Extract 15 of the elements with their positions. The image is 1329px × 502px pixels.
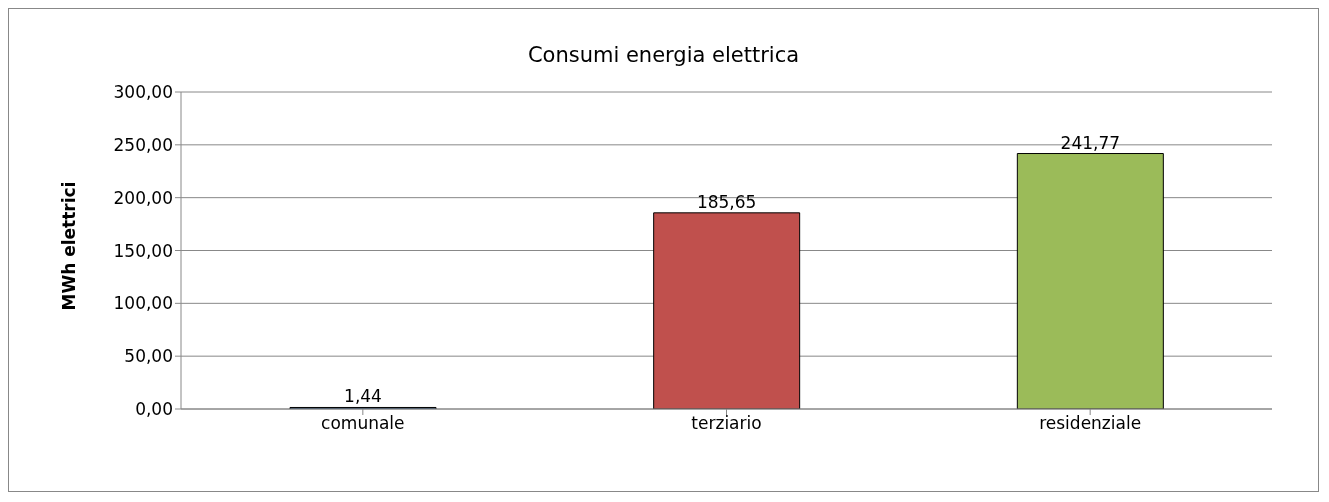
y-tick-label: 150,00 <box>113 240 173 261</box>
y-tick-label: 50,00 <box>124 346 173 367</box>
x-tick-label: residenziale <box>1039 413 1142 434</box>
data-label: 185,65 <box>696 191 757 212</box>
y-tick-label: 0,00 <box>135 399 173 420</box>
x-tick-label: terziario <box>691 413 762 434</box>
y-tick-label: 100,00 <box>113 293 173 314</box>
chart-title: Consumi energia elettrica <box>526 43 801 67</box>
y-tick-label: 300,00 <box>113 82 173 103</box>
data-label: 241,77 <box>1060 132 1121 153</box>
y-axis-title: MWh elettrici <box>59 181 80 311</box>
x-tick-label: comunale <box>321 413 405 434</box>
data-label: 1,44 <box>344 386 382 407</box>
y-tick-label: 200,00 <box>113 187 173 208</box>
y-tick-label: 250,00 <box>113 134 173 155</box>
